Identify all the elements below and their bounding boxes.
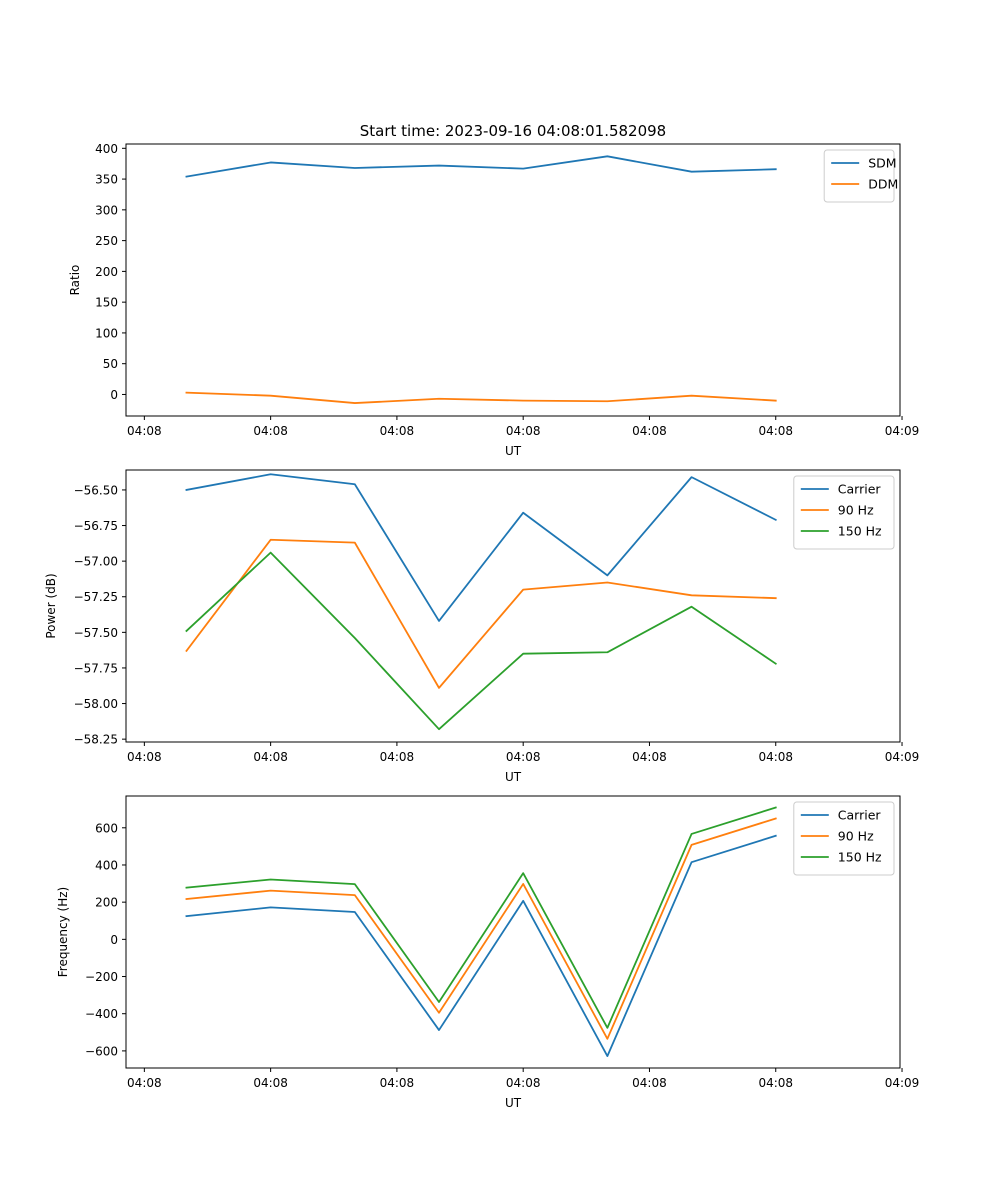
series-line-sdm [185, 155, 777, 178]
x-tick-label: 04:08 [253, 750, 288, 764]
x-tick-label: 04:08 [758, 424, 793, 438]
y-tick-label: 250 [95, 234, 118, 248]
x-tick-label: 04:08 [632, 750, 667, 764]
x-tick-label: 04:08 [632, 424, 667, 438]
y-tick-label: −57.75 [74, 661, 118, 675]
y-tick-label: 350 [95, 173, 118, 187]
series-line-ddm [185, 391, 777, 404]
plot-3: 04:08 04:08 04:08 04:08 04:08 04:08 04:09 −600 −… [56, 795, 920, 1110]
y-tick-label: −600 [85, 1044, 118, 1058]
y-tick-label: 50 [103, 357, 118, 371]
y-tick-label: −57.00 [74, 555, 118, 569]
y-tick-label: 100 [95, 326, 118, 340]
y-axis-label: Power (dB) [44, 573, 58, 638]
y-tick-label: 400 [95, 142, 118, 156]
series-line-90-hz [185, 817, 777, 1040]
y-tick-label: 200 [95, 896, 118, 910]
series-line-carrier [185, 473, 777, 622]
series-line-150-hz [185, 551, 777, 731]
plots: 04:08 04:08 04:08 04:08 04:08 04:08 04:09 0 50 10… [44, 142, 919, 1110]
x-tick-label: 04:09 [885, 424, 920, 438]
x-tick-label: 04:08 [758, 750, 793, 764]
plot-1: 04:08 04:08 04:08 04:08 04:08 04:08 04:09 0 50 10… [68, 142, 919, 458]
legend: Carrier 90 Hz 150 Hz [793, 801, 895, 876]
legend-label: 90 Hz [838, 829, 874, 844]
x-tick-label: 04:08 [380, 1076, 415, 1090]
x-axis-label: UT [505, 770, 522, 784]
y-tick-label: −58.25 [74, 733, 118, 747]
axes-frame [125, 795, 901, 1069]
x-tick-label: 04:08 [380, 750, 415, 764]
plot-2: 04:08 04:08 04:08 04:08 04:08 04:08 04:09 −58.2… [44, 469, 920, 784]
legend: SDM DDM [823, 149, 898, 203]
x-tick-label: 04:08 [127, 424, 162, 438]
y-axis-label: Ratio [68, 265, 82, 296]
x-tick-label: 04:08 [253, 424, 288, 438]
legend-label: 150 Hz [838, 850, 882, 865]
legend-label: DDM [868, 177, 898, 192]
series-line-90-hz [185, 538, 777, 689]
legend-label: SDM [868, 156, 896, 171]
y-tick-label: 300 [95, 203, 118, 217]
y-tick-label: −56.75 [74, 519, 118, 533]
y-tick-label: 0 [110, 933, 118, 947]
y-tick-label: −57.50 [74, 626, 118, 640]
y-tick-label: 0 [110, 388, 118, 402]
x-tick-label: 04:08 [758, 1076, 793, 1090]
x-tick-label: 04:08 [506, 424, 541, 438]
x-tick-label: 04:09 [885, 1076, 920, 1090]
legend-label: 90 Hz [838, 503, 874, 518]
x-axis-label: UT [505, 1096, 522, 1110]
x-tick-label: 04:09 [885, 750, 920, 764]
y-tick-label: −400 [85, 1007, 118, 1021]
y-tick-label: −200 [85, 970, 118, 984]
series-line-carrier [185, 834, 777, 1057]
y-tick-label: −56.50 [74, 483, 118, 497]
x-tick-label: 04:08 [632, 1076, 667, 1090]
axes-frame [125, 143, 901, 417]
y-tick-label: 150 [95, 296, 118, 310]
y-tick-label: 600 [95, 821, 118, 835]
y-tick-label: −58.00 [74, 697, 118, 711]
legend: Carrier 90 Hz 150 Hz [793, 475, 895, 550]
y-tick-label: 200 [95, 265, 118, 279]
y-axis-label: Frequency (Hz) [56, 887, 70, 978]
figure-title: Start time: 2023-09-16 04:08:01.582098 [360, 122, 666, 140]
legend-label: 150 Hz [838, 524, 882, 539]
legend-label: Carrier [838, 482, 882, 497]
legend-label: Carrier [838, 808, 882, 823]
x-axis-label: UT [505, 444, 522, 458]
y-tick-label: 400 [95, 858, 118, 872]
axes-frame [125, 469, 901, 743]
x-tick-label: 04:08 [506, 750, 541, 764]
x-tick-label: 04:08 [253, 1076, 288, 1090]
x-tick-label: 04:08 [127, 1076, 162, 1090]
x-tick-label: 04:08 [506, 1076, 541, 1090]
y-tick-label: −57.25 [74, 590, 118, 604]
series-line-150-hz [185, 806, 777, 1029]
x-tick-label: 04:08 [380, 424, 415, 438]
x-tick-label: 04:08 [127, 750, 162, 764]
